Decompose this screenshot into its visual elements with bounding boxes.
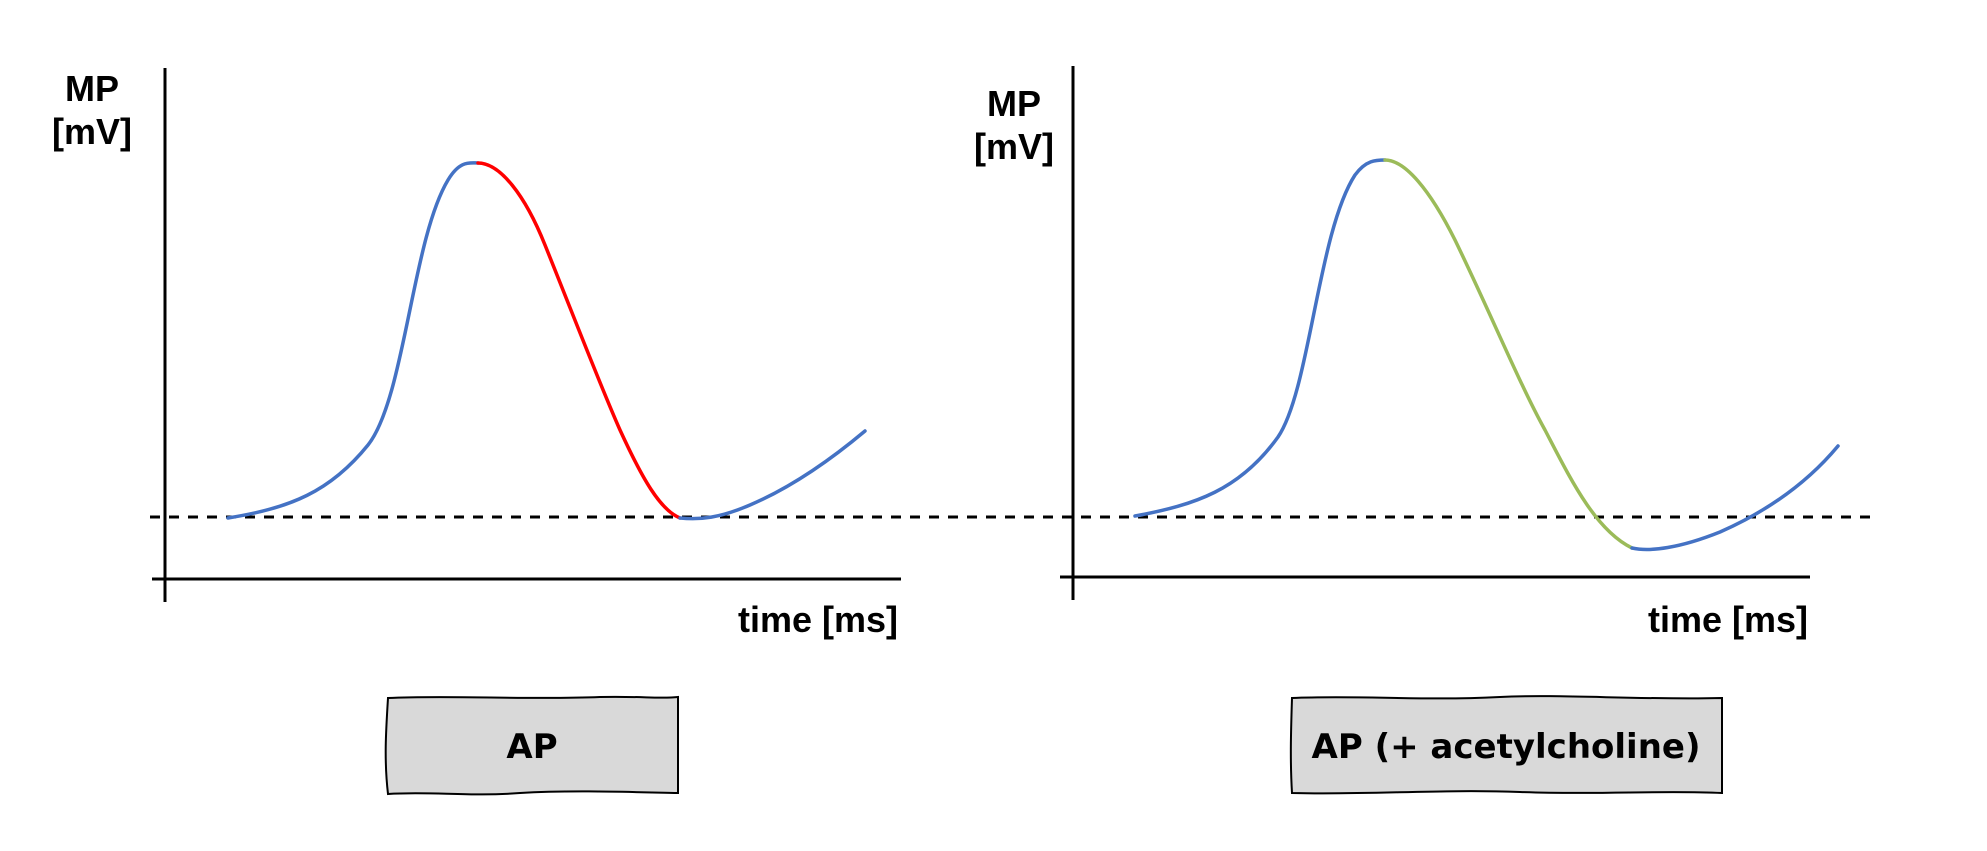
repolarization-curve — [1383, 158, 1634, 550]
y-axis-label-mp: MP — [987, 83, 1041, 124]
recovery-curve — [678, 429, 867, 521]
ap-label-box — [384, 695, 679, 796]
panel-ap: MP [mV] time [ms] AP — [52, 68, 901, 796]
y-axis-label-mp: MP — [65, 68, 119, 109]
x-axis-label: time [ms] — [738, 599, 898, 640]
ap-label-text: AP — [506, 727, 557, 767]
depolarization-curve — [1133, 158, 1387, 518]
repolarization-curve — [476, 161, 682, 520]
y-axis-label-unit: [mV] — [52, 111, 132, 152]
ap-acetylcholine-label-text: AP (+ acetylcholine) — [1312, 727, 1701, 767]
depolarization-curve — [226, 161, 480, 520]
panel-ap-acetylcholine: MP [mV] time [ms] AP (+ acetylcholine) — [974, 66, 1840, 795]
y-axis-label-unit: [mV] — [974, 126, 1054, 167]
recovery-curve — [1630, 444, 1840, 552]
x-axis-label: time [ms] — [1648, 599, 1808, 640]
ap-acetylcholine-label-box — [1289, 695, 1723, 795]
